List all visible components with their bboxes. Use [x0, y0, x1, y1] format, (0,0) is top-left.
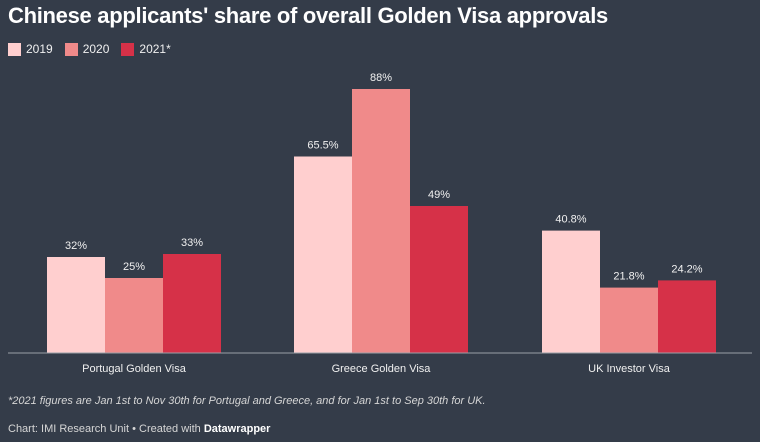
- bar-3-2019: [542, 230, 600, 353]
- bar-1-2020: [105, 278, 163, 353]
- legend-item-2020: 2020: [64, 42, 110, 56]
- bar-1-2021: [163, 254, 221, 353]
- bar-2-2021: [410, 206, 468, 353]
- data-label: 32%: [65, 240, 87, 252]
- bar-1-2019: [47, 257, 105, 353]
- legend-swatch-2020: [64, 42, 78, 56]
- bar-3-2021: [658, 280, 716, 353]
- data-label: 88%: [370, 72, 392, 84]
- data-label: 21.8%: [613, 271, 644, 283]
- legend-label-2021: 2021*: [139, 42, 171, 56]
- data-label: 65.5%: [307, 140, 338, 152]
- bar-2-2019: [294, 156, 352, 353]
- legend-swatch-2019: [8, 42, 21, 56]
- chart-title: Chinese applicants' share of overall Gol…: [8, 3, 608, 28]
- data-label: 49%: [428, 189, 450, 201]
- data-label: 40.8%: [555, 214, 586, 226]
- bar-2-2020: [352, 89, 410, 353]
- legend: 2019 2020 2021*: [8, 42, 171, 56]
- bar-3-2020: [600, 287, 658, 353]
- legend-swatch-2021: [121, 42, 135, 56]
- footnote: *2021 figures are Jan 1st to Nov 30th fo…: [8, 395, 486, 407]
- legend-label-2019: 2019: [26, 42, 53, 56]
- category-label: UK Investor Visa: [588, 363, 671, 375]
- credit-prefix: Chart: IMI Research Unit • Created with: [8, 423, 204, 435]
- category-label: Portugal Golden Visa: [82, 363, 187, 375]
- legend-label-2020: 2020: [82, 42, 110, 56]
- data-label: 25%: [123, 261, 145, 273]
- legend-item-2021: 2021*: [121, 42, 171, 56]
- credit-line: Chart: IMI Research Unit • Created with …: [8, 423, 270, 435]
- category-label: Greece Golden Visa: [332, 363, 432, 375]
- credit-brand: Datawrapper: [203, 423, 271, 435]
- data-label: 33%: [181, 237, 203, 249]
- legend-item-2019: 2019: [8, 42, 53, 56]
- data-label: 24.2%: [671, 263, 702, 275]
